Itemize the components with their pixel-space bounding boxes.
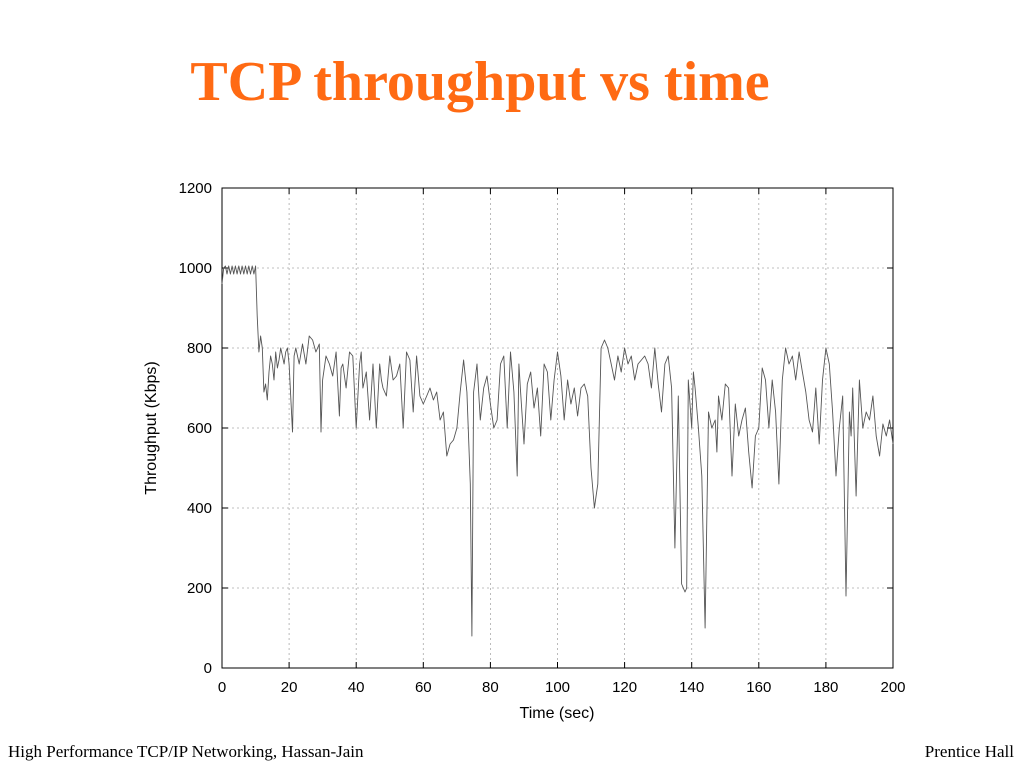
series-layer — [221, 265, 894, 637]
y-tick-label: 1000 — [179, 260, 212, 277]
axis-ticks: 0 20 40 60 80 100 120 140 160 180 200 0 200 400 600 800… — [179, 180, 906, 696]
x-tick-label: 160 — [746, 679, 771, 696]
y-tick-label: 400 — [187, 500, 212, 517]
throughput-series-line — [221, 265, 894, 637]
x-tick-label: 60 — [415, 679, 432, 696]
x-tick-label: 0 — [218, 679, 226, 696]
y-tick-label: 800 — [187, 340, 212, 357]
y-tick-label: 0 — [204, 660, 212, 677]
y-tick-label: 200 — [187, 580, 212, 597]
slide-title: TCP throughput vs time — [190, 51, 770, 113]
footer-left: High Performance TCP/IP Networking, Hass… — [8, 742, 364, 761]
y-tick-label: 1200 — [179, 180, 212, 197]
x-tick-label: 120 — [612, 679, 637, 696]
x-tick-label: 200 — [880, 679, 905, 696]
throughput-chart: 0 20 40 60 80 100 120 140 160 180 200 0 200 400 600 800… — [143, 180, 906, 722]
x-tick-label: 140 — [679, 679, 704, 696]
y-axis-label: Throughput (Kbps) — [143, 361, 160, 494]
x-tick-label: 20 — [281, 679, 298, 696]
x-tick-label: 40 — [348, 679, 365, 696]
x-tick-label: 180 — [813, 679, 838, 696]
y-tick-label: 600 — [187, 420, 212, 437]
x-tick-label: 100 — [545, 679, 570, 696]
footer-right: Prentice Hall — [924, 742, 1014, 761]
grid-lines — [222, 188, 893, 668]
x-axis-label: Time (sec) — [520, 705, 595, 722]
x-tick-label: 80 — [482, 679, 499, 696]
